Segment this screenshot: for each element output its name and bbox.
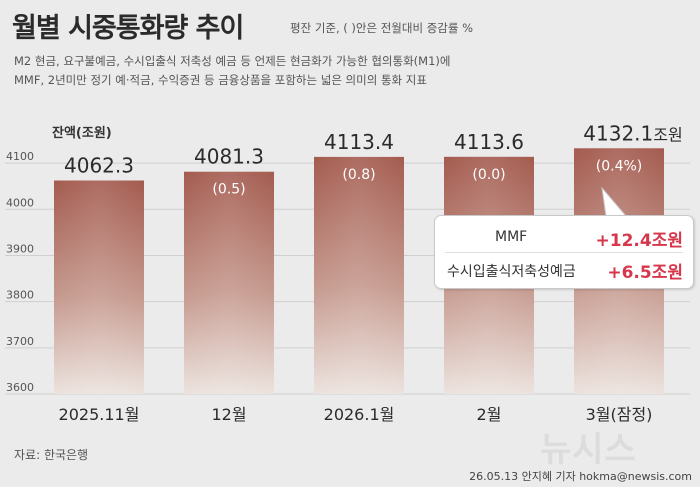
callout-label-mmf: MMF bbox=[495, 229, 528, 245]
y-tick-label: 4100 bbox=[6, 150, 34, 163]
x-tick-label: 2월 bbox=[477, 405, 502, 424]
bar-change-label: (0.5) bbox=[212, 182, 245, 198]
bar-value-label: 4081.3 bbox=[194, 145, 264, 169]
callout-divider bbox=[445, 252, 683, 253]
x-tick-label: 3월(잠정) bbox=[586, 405, 653, 424]
bar-sheen bbox=[54, 180, 144, 394]
source-note: 자료: 한국은행 bbox=[14, 448, 89, 462]
bar-change-label: (0.8) bbox=[342, 167, 375, 183]
description-line-2: MMF, 2년미만 정기 예·적금, 수익증권 등 금융상품을 포함하는 넓은 … bbox=[14, 73, 427, 87]
callout-row-deposit: 수시입출식저축성예금 +6.5조원 bbox=[447, 256, 683, 284]
callout-box: MMF +12.4조원 수시입출식저축성예금 +6.5조원 bbox=[434, 215, 694, 289]
x-tick-label: 12월 bbox=[211, 405, 246, 424]
bar-sheen bbox=[184, 171, 274, 394]
y-tick-label: 4000 bbox=[6, 196, 34, 209]
bar-value-label: 4132.1조원 bbox=[583, 121, 682, 145]
bar-value-label: 4113.6 bbox=[454, 130, 524, 154]
x-tick-label: 2025.11월 bbox=[59, 405, 140, 424]
y-tick-label: 3600 bbox=[6, 381, 34, 394]
x-tick-label: 2026.1월 bbox=[324, 405, 395, 424]
bar-change-label: (0.0) bbox=[472, 167, 505, 183]
description: M2 현금, 요구불예금, 수시입출식 저축성 예금 등 언제든 현금화가 가능… bbox=[14, 52, 450, 90]
value-unit-label: 조원 bbox=[653, 125, 682, 144]
bar-sheen bbox=[314, 156, 404, 394]
y-tick-label: 3900 bbox=[6, 242, 34, 255]
callout-value-mmf: +12.4조원 bbox=[595, 231, 683, 251]
credit-line: 26.05.13 안지혜 기자 hokma@newsis.com bbox=[469, 470, 692, 483]
chart-title: 월별 시중통화량 추이 bbox=[12, 13, 244, 44]
subtitle-note: 평잔 기준, ( )안은 전월대비 증감률 % bbox=[290, 21, 474, 35]
callout-row-mmf: MMF +12.4조원 bbox=[495, 224, 683, 252]
bar-value-label: 4113.4 bbox=[324, 130, 394, 154]
y-tick-label: 3700 bbox=[6, 335, 34, 348]
y-axis-label: 잔액(조원) bbox=[52, 125, 112, 141]
bar-value-label: 4062.3 bbox=[64, 154, 134, 178]
description-line-1: M2 현금, 요구불예금, 수시입출식 저축성 예금 등 언제든 현금화가 가능… bbox=[14, 54, 451, 68]
callout-value-deposit: +6.5조원 bbox=[607, 263, 683, 283]
callout-label-deposit: 수시입출식저축성예금 bbox=[447, 264, 576, 280]
y-tick-label: 3800 bbox=[6, 289, 34, 302]
watermark-logo: 뉴시스 bbox=[540, 430, 637, 470]
bar-change-label: (0.4%) bbox=[596, 158, 643, 174]
